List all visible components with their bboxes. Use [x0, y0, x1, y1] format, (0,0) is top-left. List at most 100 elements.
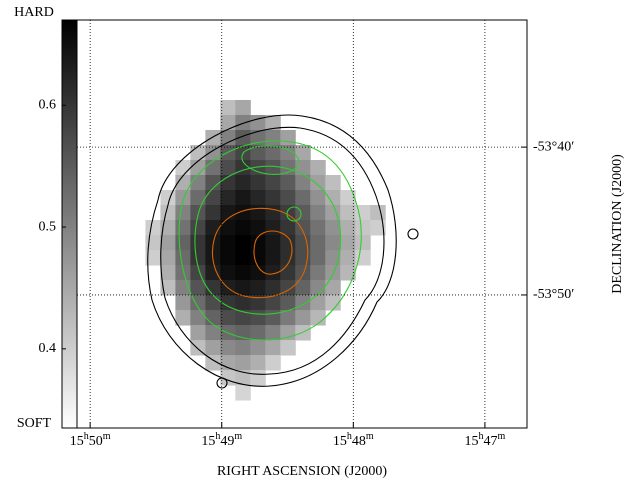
pixel	[235, 250, 250, 266]
pixel	[280, 190, 295, 206]
pixel	[280, 130, 295, 146]
pixel	[295, 310, 310, 326]
pixel	[175, 310, 190, 326]
pixel	[250, 205, 265, 221]
pixel	[190, 310, 205, 326]
pixel	[310, 175, 325, 191]
pixel	[175, 160, 190, 176]
pixel	[265, 160, 280, 176]
pixel	[220, 340, 235, 356]
pixel	[265, 220, 280, 236]
pixel	[265, 340, 280, 356]
pixel	[295, 235, 310, 251]
colorbar-bottom-label: SOFT	[17, 416, 52, 431]
pixel	[190, 160, 205, 176]
pixel	[175, 235, 190, 251]
pixel	[160, 235, 175, 251]
pixel	[220, 250, 235, 266]
pixel	[190, 235, 205, 251]
pixel	[205, 325, 220, 341]
colorbar-top-label: HARD	[14, 5, 54, 20]
pixel	[250, 190, 265, 206]
pixel	[265, 130, 280, 146]
pixel	[280, 340, 295, 356]
pixel	[310, 235, 325, 251]
figure: 15h50m15h49m15h48m15h47m-53°40′-53°50′0.…	[0, 0, 629, 489]
pixel	[250, 280, 265, 296]
pixel	[190, 250, 205, 266]
pixel	[235, 220, 250, 236]
pixel	[205, 130, 220, 146]
pixel	[220, 160, 235, 176]
pixel	[235, 175, 250, 191]
pixel	[235, 355, 250, 371]
pixel	[190, 325, 205, 341]
pixel	[295, 205, 310, 221]
colorbar-tick-label: 0.6	[39, 97, 57, 112]
pixel	[220, 310, 235, 326]
pixel	[265, 325, 280, 341]
pixel	[265, 280, 280, 296]
y-axis-label: DECLINATION (J2000)	[610, 154, 625, 294]
pixel	[160, 250, 175, 266]
pixel	[280, 175, 295, 191]
colorbar-tick-label: 0.5	[39, 219, 57, 234]
contour	[408, 229, 418, 239]
pixel	[190, 175, 205, 191]
pixel	[355, 220, 370, 236]
pixel	[175, 250, 190, 266]
pixel	[175, 190, 190, 206]
pixel	[205, 340, 220, 356]
pixel	[250, 325, 265, 341]
pixel	[355, 235, 370, 251]
pixel	[295, 250, 310, 266]
y-tick-label: -53°50′	[533, 287, 574, 302]
pixel	[205, 265, 220, 281]
pixel	[325, 235, 340, 251]
pixel	[250, 370, 265, 386]
pixel	[190, 190, 205, 206]
pixel	[160, 205, 175, 221]
pixel	[325, 220, 340, 236]
pixel	[325, 190, 340, 206]
pixel	[145, 220, 160, 236]
x-tick-label: 15h49m	[201, 431, 242, 449]
pixel	[235, 190, 250, 206]
pixel	[250, 355, 265, 371]
pixel	[220, 100, 235, 116]
pixel	[265, 250, 280, 266]
pixel	[325, 175, 340, 191]
pixel	[265, 205, 280, 221]
pixel	[265, 190, 280, 206]
pixel	[190, 220, 205, 236]
pixel	[175, 220, 190, 236]
pixel	[205, 160, 220, 176]
image-layer	[145, 100, 385, 401]
pixel	[235, 115, 250, 131]
pixel	[235, 340, 250, 356]
pixel	[295, 160, 310, 176]
pixel	[280, 265, 295, 281]
pixel	[295, 295, 310, 311]
pixel	[250, 175, 265, 191]
colorbar	[62, 20, 77, 428]
pixel	[250, 340, 265, 356]
pixel	[160, 265, 175, 281]
pixel	[235, 100, 250, 116]
pixel	[370, 205, 385, 221]
pixel	[250, 310, 265, 326]
y-tick-label: -53°40′	[533, 139, 574, 154]
pixel	[310, 250, 325, 266]
pixel	[235, 235, 250, 251]
pixel	[310, 160, 325, 176]
pixel	[310, 190, 325, 206]
pixel	[205, 295, 220, 311]
x-tick-label: 15h48m	[333, 431, 374, 449]
pixel	[295, 265, 310, 281]
x-tick-label: 15h47m	[465, 431, 506, 449]
pixel	[220, 190, 235, 206]
pixel	[205, 205, 220, 221]
colorbar-tick-label: 0.4	[39, 341, 57, 356]
pixel	[205, 310, 220, 326]
pixel	[310, 205, 325, 221]
